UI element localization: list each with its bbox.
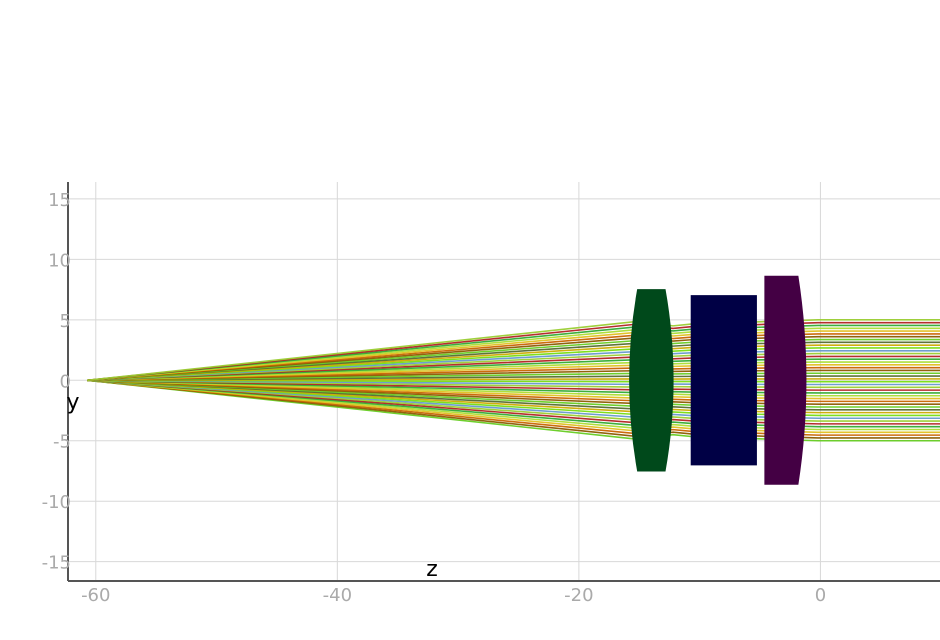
y-tick-label-5: -10 [42, 492, 71, 513]
ray-16 [87, 379, 940, 397]
lens-group [629, 275, 807, 485]
ray-22 [87, 378, 940, 382]
ray-43 [87, 319, 940, 382]
ray-10 [87, 379, 940, 414]
ray-8 [87, 379, 940, 420]
ray-19 [87, 379, 940, 389]
ray-1 [87, 379, 940, 439]
axes [67, 182, 940, 582]
ray-32 [87, 349, 940, 382]
ray-28 [87, 361, 940, 382]
ray-15 [87, 379, 940, 400]
ray-14 [87, 379, 940, 403]
x-tick-label-2: -20 [564, 585, 593, 606]
ray-31 [87, 352, 940, 382]
ray-21 [87, 379, 940, 383]
ray-36 [87, 338, 940, 382]
ray-11 [87, 379, 940, 411]
ray-23 [87, 375, 940, 382]
tick-labels: -60 -40 -20 0 15 10 5 0 -5 -10 -15 [42, 190, 827, 606]
ray-35 [87, 341, 940, 382]
y-tick-label-6: -15 [42, 553, 71, 574]
ray-29 [87, 358, 940, 382]
y-axis-title: y [66, 390, 79, 415]
ray-6 [87, 379, 940, 425]
ray-18 [87, 379, 940, 391]
ray-38 [87, 333, 940, 382]
y-tick-label-0: 15 [48, 190, 71, 211]
ray-40 [87, 327, 940, 382]
ray-bundle [87, 319, 940, 442]
ray-13 [87, 379, 940, 405]
y-tick-label-2: 5 [60, 311, 71, 332]
ray-7 [87, 379, 940, 422]
ray-34 [87, 344, 940, 382]
ray-37 [87, 335, 940, 382]
y-tick-label-1: 10 [48, 250, 71, 271]
ray-26 [87, 366, 940, 382]
ray-41 [87, 324, 940, 382]
ray-9 [87, 379, 940, 417]
ray-2 [87, 379, 940, 436]
lens-3 [764, 275, 807, 485]
ray-0 [87, 379, 940, 442]
ray-39 [87, 330, 940, 382]
ray-25 [87, 369, 940, 382]
ray-3 [87, 379, 940, 434]
ray-20 [87, 379, 940, 386]
x-tick-label-0: -60 [81, 585, 110, 606]
x-axis-title: z [426, 557, 438, 582]
ray-30 [87, 355, 940, 382]
x-tick-label-3: 0 [815, 585, 826, 606]
ray-33 [87, 347, 940, 382]
ray-27 [87, 364, 940, 382]
ray-24 [87, 372, 940, 382]
ray-42 [87, 321, 940, 382]
lens-1 [629, 289, 674, 472]
ray-12 [87, 379, 940, 408]
lens-2 [690, 295, 757, 466]
y-tick-label-3: 0 [60, 371, 71, 392]
x-tick-label-1: -40 [323, 585, 352, 606]
ray-4 [87, 379, 940, 431]
ray-17 [87, 379, 940, 394]
y-tick-label-4: -5 [53, 432, 71, 453]
ray-5 [87, 379, 940, 428]
